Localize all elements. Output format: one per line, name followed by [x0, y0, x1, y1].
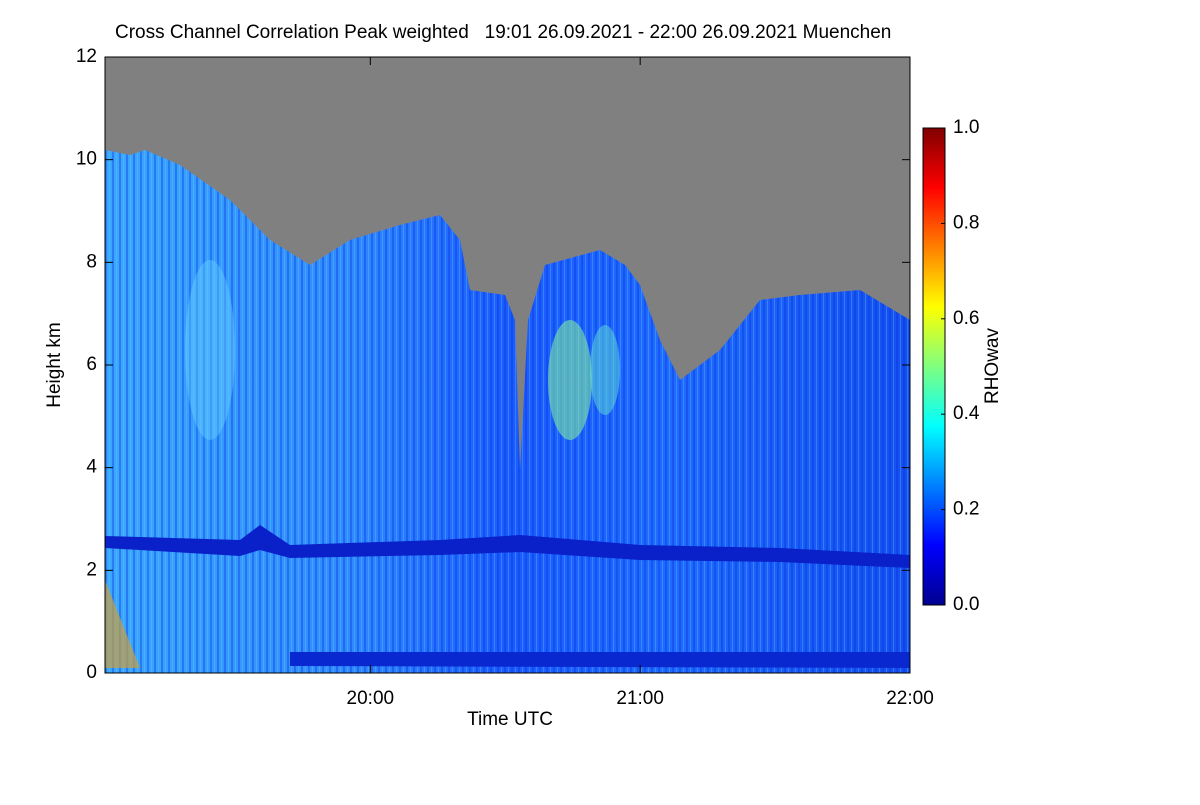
heatmap-noise: [105, 580, 140, 668]
heatmap-texture: [105, 150, 910, 673]
heatmap-bright-region: [590, 325, 620, 415]
heatmap-bright-region: [548, 320, 592, 440]
colorbar-tick-label: 1.0: [953, 117, 979, 138]
y-tick-label: 2: [86, 559, 97, 580]
y-tick-label: 10: [76, 149, 97, 170]
colorbar-tick-label: 0.0: [953, 594, 979, 615]
y-tick-label: 12: [76, 46, 97, 67]
colorbar-tick-label: 0.6: [953, 308, 979, 329]
colorbar-tick-label: 0.8: [953, 212, 979, 233]
heatmap-layer-band: [105, 525, 910, 568]
y-tick-label: 0: [86, 662, 97, 683]
colorbar-tick-label: 0.4: [953, 403, 980, 424]
plot-area: [104, 56, 911, 674]
y-axis-label: Height km: [44, 322, 65, 408]
colorbar-label: RHOwav: [982, 327, 1003, 404]
x-tick-label: 21:00: [616, 688, 664, 709]
x-tick-label: 22:00: [886, 688, 934, 709]
chart-title: Cross Channel Correlation Peak weighted …: [115, 22, 891, 43]
x-axis-label: Time UTC: [467, 709, 553, 730]
y-tick-label: 8: [86, 251, 97, 272]
y-tick-label: 6: [86, 354, 97, 375]
heatmap-bright-region: [185, 260, 235, 440]
colorbar: [922, 127, 946, 606]
colorbar-tick-label: 0.2: [953, 499, 979, 520]
y-tick-label: 4: [86, 457, 97, 478]
x-tick-label: 20:00: [347, 688, 395, 709]
heatmap-layer-band: [290, 652, 910, 668]
